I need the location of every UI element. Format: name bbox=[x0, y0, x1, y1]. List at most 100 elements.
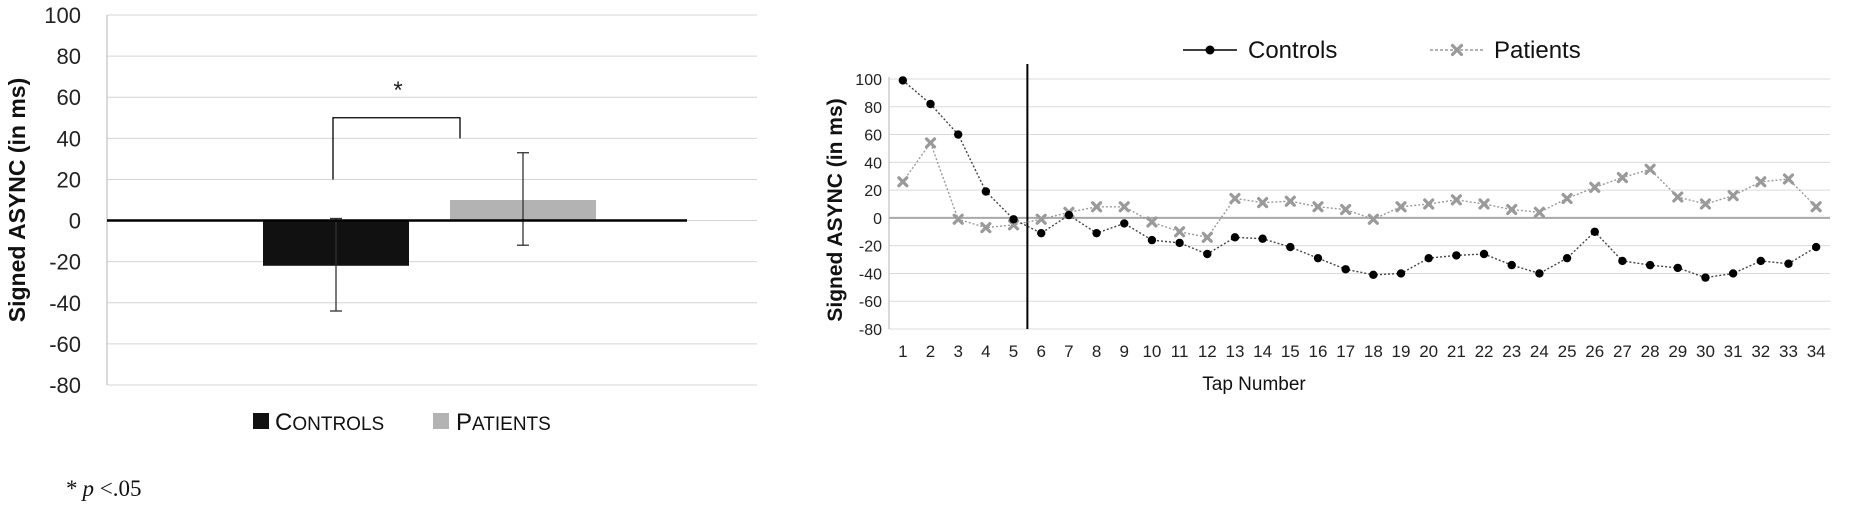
legend-patients-rest: ATIENTS bbox=[472, 414, 551, 435]
line-x-tick-label: 13 bbox=[1225, 342, 1244, 361]
bar-y-tick-label: 20 bbox=[57, 167, 81, 192]
point-controls bbox=[1728, 269, 1738, 278]
line-x-tick-label: 26 bbox=[1585, 342, 1604, 361]
point-controls bbox=[1784, 259, 1793, 268]
point-controls bbox=[898, 76, 908, 85]
legend-label-controls: CONTROLS bbox=[275, 409, 384, 436]
x-stroke bbox=[1561, 192, 1573, 205]
line-x-tick-label: 11 bbox=[1171, 342, 1189, 361]
point-patients bbox=[1699, 198, 1712, 210]
point-patients bbox=[1229, 192, 1241, 205]
bar-y-tick-label: 40 bbox=[57, 126, 81, 151]
x-stroke bbox=[1533, 206, 1545, 218]
point-patients bbox=[1118, 201, 1130, 213]
footnote-rest: <.05 bbox=[94, 476, 141, 501]
point-controls bbox=[1286, 242, 1295, 252]
line-x-tick-label: 18 bbox=[1364, 342, 1383, 361]
x-stroke bbox=[952, 213, 964, 225]
line-x-tick-label: 25 bbox=[1558, 342, 1577, 361]
x-stroke bbox=[1118, 201, 1130, 213]
x-stroke bbox=[924, 137, 937, 149]
point-controls bbox=[1756, 256, 1766, 266]
x-stroke bbox=[1506, 203, 1518, 216]
line-x-tick-label: 5 bbox=[1009, 342, 1018, 361]
point-patients bbox=[1644, 163, 1656, 175]
bar-y-axis-title: Signed ASYNC (in ms) bbox=[4, 78, 30, 323]
line-y-tick-label: 100 bbox=[855, 72, 882, 89]
line-x-tick-label: 24 bbox=[1530, 342, 1549, 361]
point-patients bbox=[1589, 181, 1601, 193]
point-controls bbox=[1203, 249, 1212, 259]
line-x-tick-label: 9 bbox=[1120, 342, 1129, 361]
x-stroke bbox=[1090, 201, 1103, 213]
line-x-tick-label: 29 bbox=[1668, 342, 1687, 361]
point-patients bbox=[1367, 213, 1379, 225]
point-controls bbox=[953, 130, 963, 139]
point-patients bbox=[1395, 201, 1407, 213]
point-patients bbox=[1782, 173, 1795, 185]
bar-y-tick-label: 80 bbox=[57, 44, 81, 69]
line-x-tick-label: 2 bbox=[926, 342, 935, 361]
point-controls bbox=[1396, 269, 1406, 278]
x-stroke bbox=[1367, 213, 1379, 225]
line-y-tick-label: 20 bbox=[864, 183, 882, 200]
line-x-tick-label: 34 bbox=[1807, 342, 1826, 361]
point-patients bbox=[952, 213, 964, 225]
point-patients bbox=[1312, 201, 1324, 213]
point-patients bbox=[1284, 195, 1296, 207]
x-stroke bbox=[1340, 203, 1352, 216]
line-x-tick-label: 12 bbox=[1198, 342, 1217, 361]
series-line-controls bbox=[902, 79, 1817, 279]
x-stroke bbox=[1810, 201, 1822, 213]
x-stroke bbox=[1229, 192, 1241, 205]
point-controls bbox=[1701, 273, 1710, 282]
bar-y-tick-label: -60 bbox=[49, 332, 81, 357]
point-patients bbox=[924, 137, 937, 149]
point-patients bbox=[1478, 198, 1490, 210]
footnote-p: p bbox=[81, 476, 95, 501]
point-controls bbox=[1479, 249, 1489, 259]
line-x-tick-label: 33 bbox=[1779, 342, 1798, 361]
legend-marker-patients bbox=[1450, 43, 1464, 57]
line-x-tick-label: 20 bbox=[1419, 342, 1438, 361]
line-y-axis-title: Signed ASYNC (in ms) bbox=[824, 98, 847, 321]
point-controls bbox=[1092, 228, 1101, 238]
point-patients bbox=[1506, 203, 1518, 216]
point-patients bbox=[1672, 191, 1684, 203]
x-stroke bbox=[1699, 198, 1712, 210]
point-patients bbox=[1727, 190, 1739, 202]
significance-marker: * bbox=[393, 77, 402, 104]
legend-label-controls: Controls bbox=[1248, 37, 1337, 64]
point-controls bbox=[1147, 235, 1157, 245]
point-controls bbox=[1064, 210, 1074, 220]
x-stroke bbox=[1174, 226, 1186, 238]
legend-swatch-controls bbox=[253, 413, 269, 429]
line-x-tick-label: 21 bbox=[1447, 342, 1466, 361]
line-x-tick-label: 4 bbox=[981, 342, 990, 361]
x-stroke bbox=[1616, 172, 1629, 184]
footnote: * p <.05 bbox=[66, 476, 141, 501]
line-x-tick-label: 22 bbox=[1475, 342, 1494, 361]
significance-bracket bbox=[332, 117, 461, 180]
legend-swatch-patients bbox=[433, 413, 449, 429]
point-controls bbox=[1009, 215, 1018, 224]
line-y-tick-label: 80 bbox=[864, 100, 882, 117]
point-patients bbox=[1561, 192, 1573, 205]
point-patients bbox=[1423, 198, 1435, 210]
line-x-tick-label: 28 bbox=[1641, 342, 1660, 361]
point-controls bbox=[1341, 265, 1350, 274]
x-stroke bbox=[980, 222, 992, 234]
point-patients bbox=[1450, 194, 1462, 206]
point-controls bbox=[1313, 253, 1323, 263]
point-controls bbox=[1645, 260, 1655, 270]
point-controls bbox=[1562, 253, 1572, 263]
bar-y-tick-label: 0 bbox=[69, 209, 81, 234]
line-x-tick-label: 30 bbox=[1696, 342, 1715, 361]
line-x-tick-label: 10 bbox=[1142, 342, 1161, 361]
line-x-tick-label: 32 bbox=[1751, 342, 1770, 361]
footnote-star: * bbox=[66, 476, 78, 501]
x-stroke bbox=[1035, 213, 1047, 225]
point-patients bbox=[1810, 201, 1822, 213]
point-controls bbox=[1175, 238, 1184, 248]
